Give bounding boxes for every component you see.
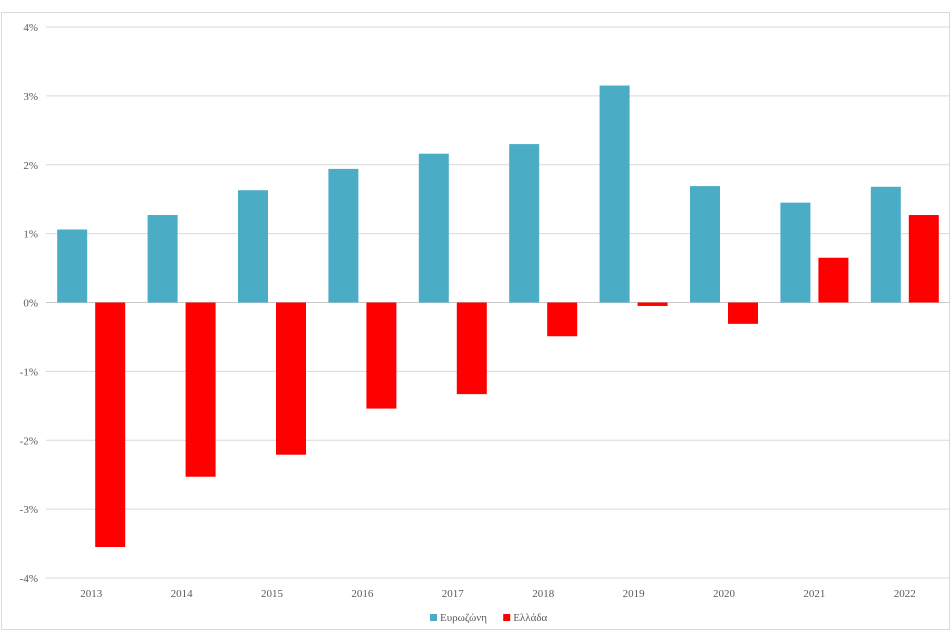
x-tick-label: 2020 [713, 588, 736, 600]
y-tick-label: 2% [23, 160, 38, 172]
legend-label: Ευρωζώνη [440, 612, 487, 624]
eurozone-bar-2016 [328, 168, 359, 303]
y-tick-label: 3% [23, 91, 38, 103]
x-tick-label: 2014 [171, 588, 194, 600]
x-tick-label: 2022 [894, 588, 916, 600]
legend-swatch-greece [503, 614, 511, 621]
legend: Ευρωζώνη Ελλάδα [430, 612, 548, 624]
x-tick-label: 2015 [261, 588, 284, 600]
y-tick-label: 1% [23, 229, 38, 241]
greece-bar-2021 [818, 257, 849, 303]
legend-label: Ελλάδα [513, 612, 547, 624]
eurozone-bar-2015 [238, 190, 268, 303]
eurozone-bar-2020 [690, 186, 720, 303]
legend-swatch-eurozone [430, 614, 437, 621]
gridlines [46, 26, 950, 579]
x-tick-label: 2018 [532, 588, 555, 600]
greece-bar-2013 [95, 302, 126, 548]
greece-bar-2018 [547, 302, 578, 337]
greece-bar-2017 [456, 302, 487, 395]
x-tick-label: 2017 [442, 588, 465, 600]
x-tick-label: 2021 [803, 588, 825, 600]
greece-bar-2014 [185, 302, 216, 477]
eurozone-bar-2019 [599, 85, 630, 303]
greece-bar-2020 [728, 302, 758, 324]
greece-bar-2015 [276, 302, 306, 455]
eurozone-bar-2022 [870, 186, 901, 303]
y-tick-label: 4% [23, 22, 38, 34]
y-tick-label: 0% [23, 298, 38, 310]
y-tick-label: -2% [20, 435, 38, 447]
x-tick-label: 2013 [80, 588, 103, 600]
y-tick-label: -3% [20, 504, 38, 516]
eurozone-bar-2018 [509, 144, 540, 303]
greece-bar-2019 [637, 302, 668, 306]
y-axis-tick-labels: 4% 3% 2% 1% 0% -1% -2% -3% -4% [20, 22, 38, 585]
x-tick-label: 2019 [623, 588, 646, 600]
eurozone-bar-2017 [418, 153, 449, 303]
eurozone-bar-2013 [57, 229, 88, 303]
y-tick-label: -1% [20, 366, 38, 378]
eurozone-bar-2021 [780, 202, 811, 303]
y-tick-label: -4% [20, 573, 38, 585]
x-tick-label: 2016 [351, 588, 374, 600]
bars [57, 85, 939, 548]
greece-bar-2022 [908, 215, 939, 303]
greece-bar-2016 [366, 302, 397, 409]
eurozone-bar-2014 [147, 215, 178, 303]
x-axis-tick-labels: 2013 2014 2015 2016 2017 2018 2019 2020 2021 2022 [80, 588, 916, 600]
